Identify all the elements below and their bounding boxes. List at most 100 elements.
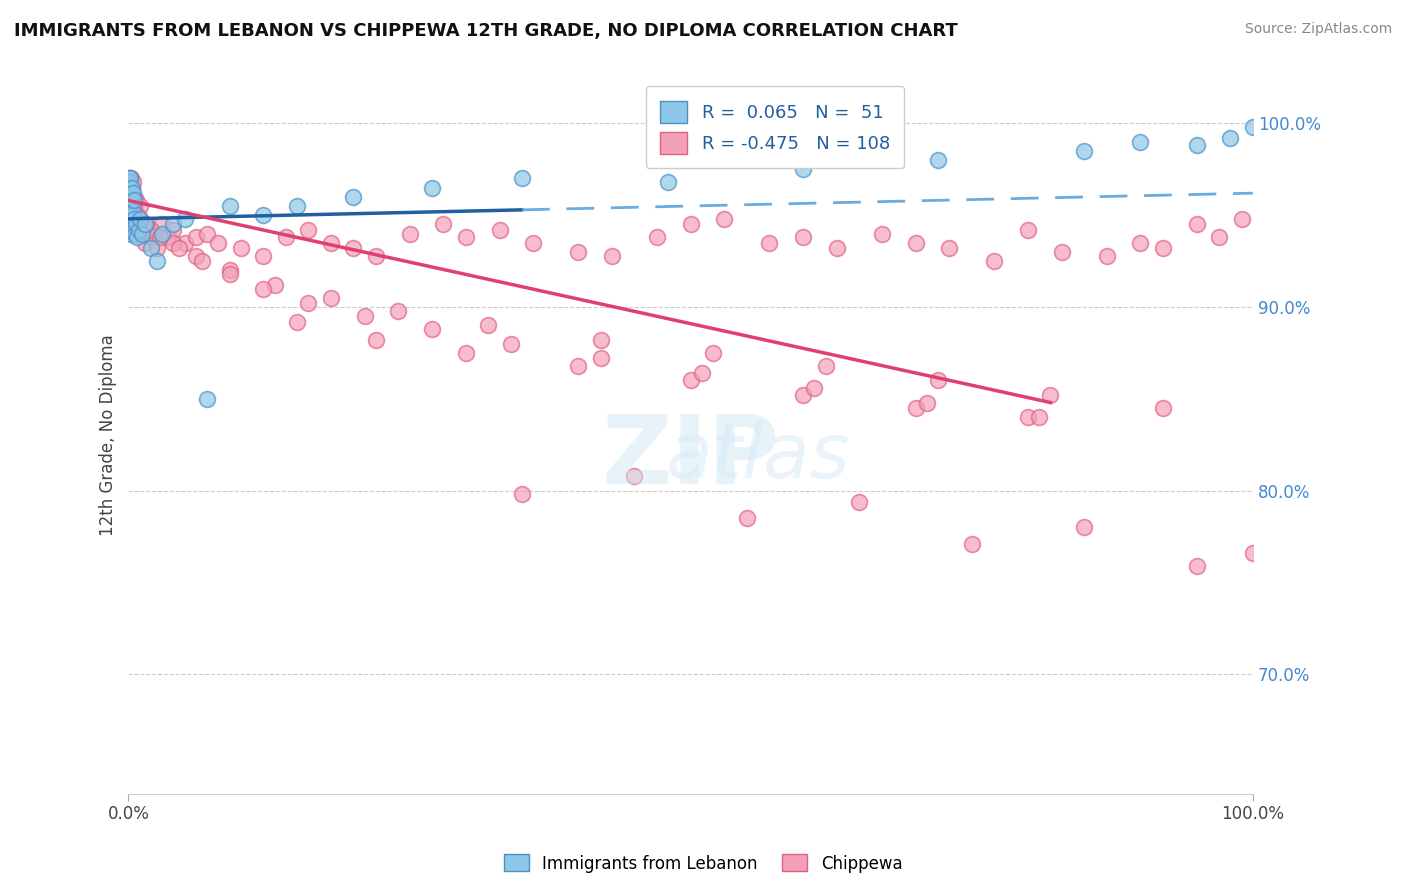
Point xyxy=(173,211,195,226)
Point xyxy=(1185,218,1208,232)
Point xyxy=(848,494,870,508)
Text: atlas: atlas xyxy=(666,420,851,494)
Point xyxy=(1050,244,1073,259)
Point xyxy=(125,194,148,208)
Point xyxy=(1219,131,1241,145)
Point xyxy=(135,218,157,232)
Point xyxy=(623,469,645,483)
Point xyxy=(1185,138,1208,153)
Point xyxy=(454,346,477,360)
Legend: Immigrants from Lebanon, Chippewa: Immigrants from Lebanon, Chippewa xyxy=(496,847,910,880)
Point xyxy=(122,199,145,213)
Point xyxy=(122,204,145,219)
Point xyxy=(263,277,285,292)
Point xyxy=(121,208,143,222)
Point xyxy=(149,230,172,244)
Point xyxy=(825,241,848,255)
Point xyxy=(229,241,252,255)
Point xyxy=(319,291,342,305)
Point xyxy=(432,218,454,232)
Point xyxy=(1241,120,1264,134)
Point xyxy=(145,254,167,268)
Point xyxy=(122,211,145,226)
Point xyxy=(870,227,893,241)
Point xyxy=(960,537,983,551)
Point xyxy=(690,366,713,380)
Text: Source: ZipAtlas.com: Source: ZipAtlas.com xyxy=(1244,22,1392,37)
Point xyxy=(118,175,141,189)
Point xyxy=(190,254,212,268)
Point xyxy=(1152,241,1174,255)
Point xyxy=(1241,546,1264,560)
Point xyxy=(904,401,927,415)
Point xyxy=(124,211,146,226)
Point xyxy=(121,199,143,213)
Y-axis label: 12th Grade, No Diploma: 12th Grade, No Diploma xyxy=(100,334,117,536)
Point xyxy=(184,249,207,263)
Point xyxy=(120,218,142,232)
Point xyxy=(118,186,141,201)
Point xyxy=(420,322,443,336)
Point xyxy=(139,223,162,237)
Point xyxy=(118,199,141,213)
Point xyxy=(1017,223,1039,237)
Point xyxy=(195,392,218,406)
Point xyxy=(128,211,150,226)
Point xyxy=(118,190,141,204)
Point xyxy=(915,395,938,409)
Point xyxy=(138,227,160,241)
Point xyxy=(713,211,735,226)
Point xyxy=(1129,235,1152,250)
Point xyxy=(121,180,143,194)
Point xyxy=(162,218,184,232)
Point xyxy=(118,186,141,201)
Point xyxy=(118,175,141,189)
Point xyxy=(589,333,612,347)
Point xyxy=(510,171,533,186)
Point xyxy=(150,227,173,241)
Point xyxy=(938,241,960,255)
Point xyxy=(128,223,150,237)
Point xyxy=(1230,211,1253,226)
Point xyxy=(983,254,1005,268)
Point xyxy=(1208,230,1230,244)
Point xyxy=(252,282,274,296)
Point xyxy=(150,218,173,232)
Point xyxy=(121,194,143,208)
Point xyxy=(134,235,156,250)
Point xyxy=(1073,144,1095,158)
Point xyxy=(127,208,149,222)
Point xyxy=(162,223,184,237)
Point xyxy=(122,194,145,208)
Point xyxy=(904,235,927,250)
Point xyxy=(218,267,240,281)
Point xyxy=(120,171,142,186)
Point xyxy=(792,162,814,177)
Point xyxy=(128,199,150,213)
Point xyxy=(803,381,825,395)
Point xyxy=(139,241,162,255)
Point xyxy=(792,230,814,244)
Point xyxy=(173,235,195,250)
Point xyxy=(118,199,141,213)
Point xyxy=(145,241,167,255)
Point xyxy=(735,511,758,525)
Point xyxy=(195,227,218,241)
Point xyxy=(477,318,499,333)
Point xyxy=(127,218,149,232)
Point xyxy=(1039,388,1062,402)
Point xyxy=(118,190,141,204)
Point xyxy=(127,230,149,244)
Point xyxy=(600,249,623,263)
Point xyxy=(252,208,274,222)
Point xyxy=(162,235,184,250)
Point xyxy=(122,186,145,201)
Point xyxy=(252,249,274,263)
Point xyxy=(792,388,814,402)
Point xyxy=(121,180,143,194)
Point xyxy=(454,230,477,244)
Point xyxy=(567,244,589,259)
Point xyxy=(679,374,702,388)
Point xyxy=(1073,520,1095,534)
Point xyxy=(319,235,342,250)
